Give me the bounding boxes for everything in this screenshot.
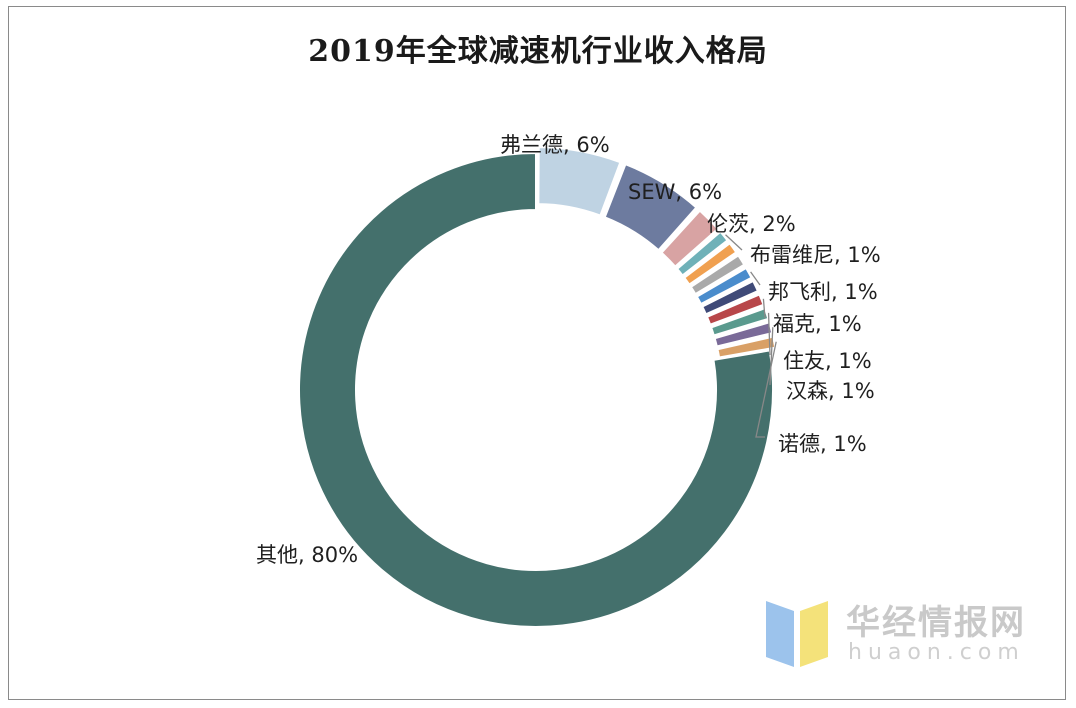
pie-slice-b5 — [682, 241, 738, 286]
slice-label-福克: 福克, 1% — [773, 312, 862, 336]
leader-line-汉森 — [769, 327, 774, 386]
slice-label-布雷维尼: 布雷维尼, 1% — [750, 243, 881, 267]
pie-slice-弗兰德 — [537, 146, 622, 217]
pie-slice-汉森 — [713, 321, 774, 348]
pie-slice-邦飞利 — [695, 266, 753, 306]
pie-slice-伦茨 — [660, 209, 720, 269]
leader-line-诺德 — [755, 341, 777, 438]
leader-line-住友 — [767, 312, 771, 356]
slice-label-其他: 其他, 80% — [256, 543, 358, 567]
pie-slice-其他 — [298, 151, 774, 628]
leader-line-福克 — [762, 298, 766, 319]
pie-slice-诺德 — [716, 335, 777, 359]
slice-label-弗兰德: 弗兰德, 6% — [500, 133, 610, 157]
slice-label-邦飞利: 邦飞利, 1% — [768, 280, 878, 304]
slice-label-汉森: 汉森, 1% — [786, 379, 875, 403]
pie-slice-b8 — [700, 279, 760, 316]
pie-slice-SEW — [603, 162, 698, 252]
pie-slice-福克 — [705, 293, 765, 327]
pie-slice-b6 — [689, 253, 746, 296]
watermark-name: 华经情报网 — [846, 603, 1026, 643]
leader-line-邦飞利 — [750, 271, 761, 286]
slice-label-SEW: SEW, 6% — [628, 180, 722, 204]
pie-slice-住友 — [709, 306, 770, 337]
watermark-domain: huaon.com — [848, 640, 1025, 665]
slice-label-住友: 住友, 1% — [783, 349, 872, 373]
chart-title: 2019年全球减速机行业收入格局 — [308, 34, 768, 69]
slice-label-伦茨: 伦茨, 2% — [707, 212, 796, 236]
slice-label-诺德: 诺德, 1% — [778, 432, 867, 456]
pie-slice-布雷维尼 — [675, 230, 729, 277]
leader-line-布雷维尼 — [725, 234, 743, 251]
huaon-logo-icon — [766, 601, 828, 667]
